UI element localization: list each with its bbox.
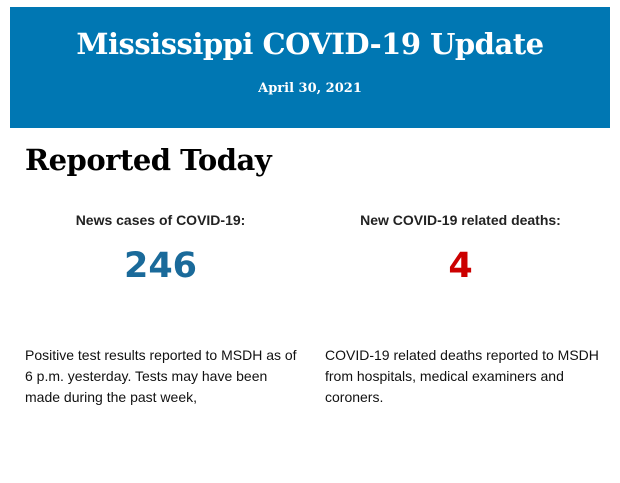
page-title: Mississippi COVID-19 Update <box>76 27 544 61</box>
section-title: Reported Today <box>25 143 272 177</box>
cases-value: 246 <box>123 246 198 286</box>
cases-description: Positive test results reported to MSDH a… <box>25 347 297 405</box>
cases-stat: News cases of COVID-19: 246 <box>18 212 303 286</box>
header-banner: Mississippi COVID-19 Update April 30, 20… <box>10 7 610 128</box>
deaths-description: COVID-19 related deaths reported to MSDH… <box>325 347 599 405</box>
cases-label: News cases of COVID-19: <box>75 212 246 228</box>
deaths-value: 4 <box>448 246 473 286</box>
deaths-label: New COVID-19 related deaths: <box>360 212 561 228</box>
report-date: April 30, 2021 <box>258 81 362 96</box>
deaths-stat: New COVID-19 related deaths: 4 <box>318 212 603 286</box>
